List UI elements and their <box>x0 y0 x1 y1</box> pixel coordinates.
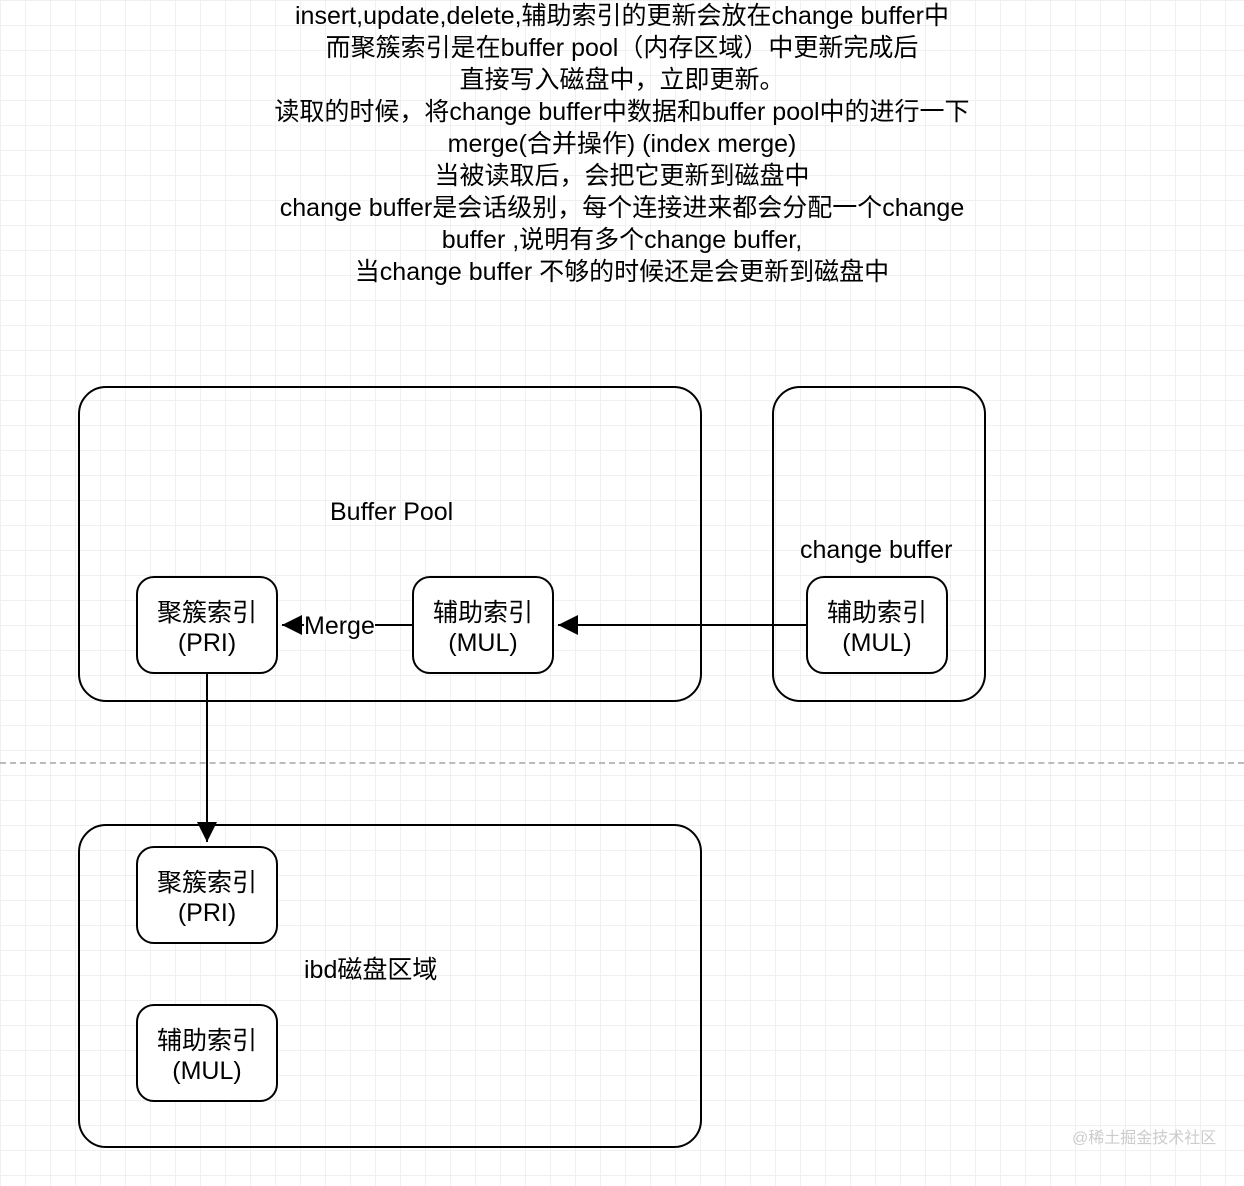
arrow-merge <box>0 0 1244 1186</box>
watermark: @稀土掘金技术社区 <box>1072 1124 1216 1148</box>
merge-label: Merge <box>304 612 375 641</box>
